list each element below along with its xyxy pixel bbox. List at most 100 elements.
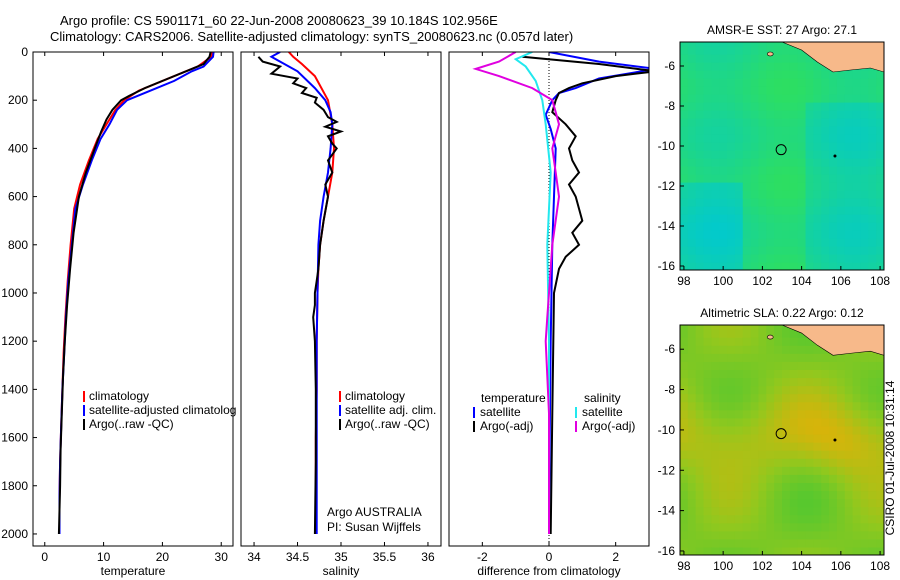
map-cell	[852, 369, 862, 379]
map-cell	[766, 506, 775, 516]
map-cell	[687, 538, 697, 548]
map-cell	[789, 118, 799, 127]
map-cell	[797, 118, 807, 127]
map-cell	[836, 102, 846, 111]
map-cell	[821, 86, 830, 95]
map-cell	[703, 466, 712, 475]
map-cell	[734, 514, 744, 524]
map-cell	[742, 246, 752, 255]
map-cell	[774, 238, 783, 247]
map-cell	[797, 353, 807, 362]
map-cell	[836, 134, 846, 143]
map-cell	[727, 262, 736, 270]
map-cell	[734, 361, 744, 370]
map-cell	[789, 62, 799, 71]
map-cell	[719, 118, 728, 127]
map-cell	[727, 78, 736, 87]
map-cell	[789, 498, 799, 508]
map-cell	[774, 46, 783, 55]
map-cell	[766, 174, 775, 183]
map-cell	[687, 337, 697, 346]
map-cell	[703, 158, 712, 167]
map-cell	[758, 214, 767, 223]
map-cell	[836, 118, 846, 127]
map-cell	[758, 442, 767, 451]
map-cell	[680, 530, 689, 540]
map-cell	[719, 70, 728, 79]
map-cell	[727, 474, 736, 483]
x-tick-label: 0	[41, 550, 48, 564]
map-cell	[695, 546, 705, 555]
map-cell	[680, 142, 689, 151]
map-cell	[797, 361, 807, 370]
map-cell	[852, 474, 862, 483]
map-cell	[797, 401, 807, 411]
map-cell	[821, 385, 830, 395]
map-cell	[750, 126, 760, 135]
legend-label: satellite adj. clim.	[345, 403, 436, 417]
map-cell	[687, 142, 697, 151]
map-cell	[821, 538, 830, 548]
map-cell	[805, 514, 814, 524]
map-cell	[703, 254, 712, 263]
map-cell	[719, 42, 728, 47]
map-cell	[758, 166, 767, 175]
map-cell	[719, 361, 728, 370]
map-cell	[836, 522, 846, 532]
map-cell	[797, 514, 807, 524]
map-cell	[758, 86, 767, 95]
map-cell	[687, 369, 697, 379]
map-cell	[876, 433, 884, 443]
map-cell	[758, 482, 767, 492]
map-cell	[782, 369, 791, 379]
map-cell	[805, 134, 814, 143]
map-cell	[734, 62, 744, 71]
map-cell	[876, 254, 884, 263]
map-cell	[805, 442, 814, 451]
map-cell	[844, 134, 854, 143]
map-cell	[742, 466, 752, 475]
series-line-0-1	[58, 52, 215, 534]
map-cell	[687, 377, 697, 387]
map-cell	[789, 401, 799, 411]
map-cell	[687, 238, 697, 247]
map-cell	[821, 254, 830, 263]
map-cell	[813, 118, 822, 127]
y-tick-label: 1400	[1, 382, 28, 396]
map-cell	[734, 198, 744, 207]
x-tick-label: 10	[97, 550, 111, 564]
map-cell	[829, 442, 838, 451]
map-cell	[758, 522, 767, 532]
map-cell	[789, 369, 799, 379]
map-cell	[742, 206, 752, 215]
map-cell	[844, 514, 854, 524]
map-cell	[829, 158, 838, 167]
map-cell	[836, 222, 846, 231]
map-cell	[766, 126, 775, 135]
map-cell	[789, 522, 799, 532]
map-cell	[829, 166, 838, 175]
map-cell	[813, 134, 822, 143]
map-cell	[805, 246, 814, 255]
map-cell	[813, 530, 822, 540]
map-cell	[687, 522, 697, 532]
map-cell	[782, 230, 791, 239]
map-cell	[821, 94, 830, 103]
map-cell	[774, 182, 783, 191]
map-cell	[695, 433, 705, 443]
map-cell	[687, 190, 697, 199]
map-cell	[860, 433, 869, 443]
map-cell	[687, 401, 697, 411]
argo-position-marker	[775, 144, 787, 156]
map-cell	[711, 345, 720, 354]
map-cell	[805, 530, 814, 540]
map-cell	[813, 425, 822, 435]
legend-label: satellite-adjusted climatolog	[89, 403, 236, 417]
map-cell	[829, 150, 838, 159]
map-cell	[844, 214, 854, 223]
map-cell	[742, 337, 752, 346]
map-cell	[711, 230, 720, 239]
map-cell	[687, 254, 697, 263]
map-cell	[687, 433, 697, 443]
map-cell	[860, 126, 869, 135]
